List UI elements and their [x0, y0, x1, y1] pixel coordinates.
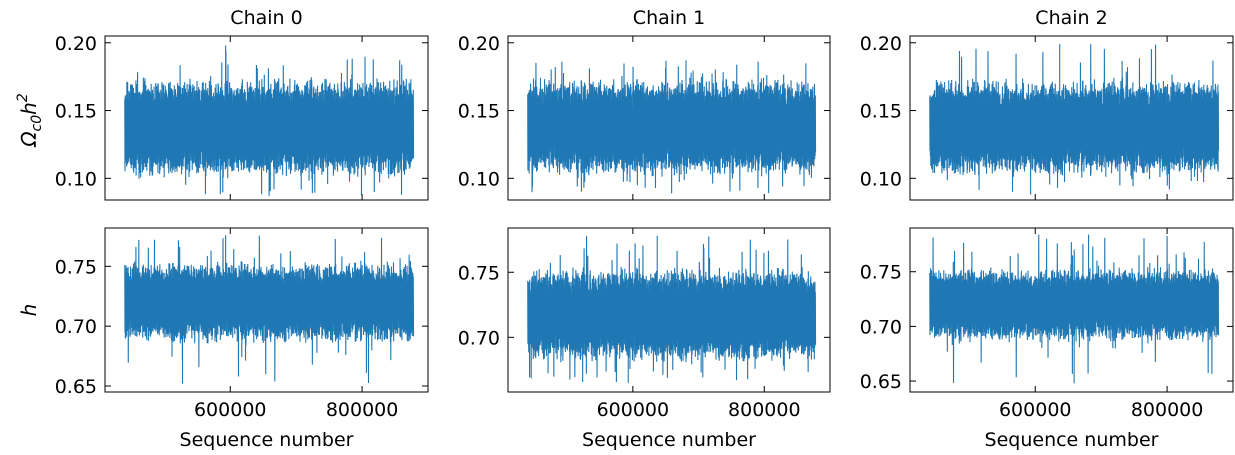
ytick-label: 0.10 [458, 168, 500, 190]
ytick-label: 0.70 [55, 316, 97, 338]
ytick-label: 0.65 [55, 376, 97, 398]
ylabel-omega: Ωc0h2 [15, 93, 45, 148]
panel-1: 0.10 0.15 0.20 Chain 1 [458, 7, 830, 200]
ylabel-omega-prefix: Ω [17, 131, 41, 148]
ytick-label: 0.15 [860, 101, 902, 123]
ylabel-omega-sub: c0 [29, 115, 45, 132]
ytick-label: 0.20 [860, 33, 902, 55]
xaxis-label: Sequence number [985, 429, 1159, 451]
ytick-label: 0.15 [458, 101, 500, 123]
ytick-label: 0.65 [860, 371, 902, 393]
panel-0: 0.10 0.15 0.20 Chain 0 [55, 7, 428, 200]
ytick-label: 0.15 [55, 101, 97, 123]
ytick-label: 0.20 [55, 33, 97, 55]
trace-line [528, 60, 816, 193]
ytick-label: 0.75 [860, 262, 902, 284]
panel-title: Chain 0 [230, 7, 302, 29]
trace-line [528, 236, 816, 383]
panel-5: 0.65 0.70 0.75 600000 800000 Sequence number [860, 228, 1233, 451]
panel-2: 0.10 0.15 0.20 Chain 2 [860, 7, 1233, 200]
trace-line [125, 235, 414, 383]
trace-line [930, 235, 1219, 384]
ytick-label: 0.70 [860, 316, 902, 338]
xtick-label: 600000 [597, 399, 670, 421]
panel-title: Chain 1 [633, 7, 705, 29]
xtick-label: 600000 [999, 399, 1072, 421]
xtick-label: 800000 [1131, 399, 1204, 421]
xaxis-label: Sequence number [582, 429, 756, 451]
ytick-label: 0.20 [458, 33, 500, 55]
ytick-label: 0.10 [55, 168, 97, 190]
panel-3: 0.65 0.70 0.75 600000 800000 Sequence number h [17, 228, 428, 451]
trace-line [125, 45, 414, 195]
xtick-label: 600000 [194, 399, 267, 421]
ytick-label: 0.75 [458, 262, 500, 284]
ylabel-omega-sup: 2 [15, 93, 31, 102]
ylabel-omega-main: h [17, 102, 41, 115]
ytick-label: 0.75 [55, 256, 97, 278]
yaxis-label: h [17, 304, 41, 317]
xtick-label: 800000 [728, 399, 801, 421]
panel-title: Chain 2 [1035, 7, 1107, 29]
ytick-label: 0.10 [860, 168, 902, 190]
xaxis-label: Sequence number [180, 429, 354, 451]
xtick-label: 800000 [326, 399, 399, 421]
ytick-label: 0.70 [458, 327, 500, 349]
panel-4: 0.70 0.75 600000 800000 Sequence number [458, 228, 830, 451]
trace-line [930, 44, 1219, 194]
